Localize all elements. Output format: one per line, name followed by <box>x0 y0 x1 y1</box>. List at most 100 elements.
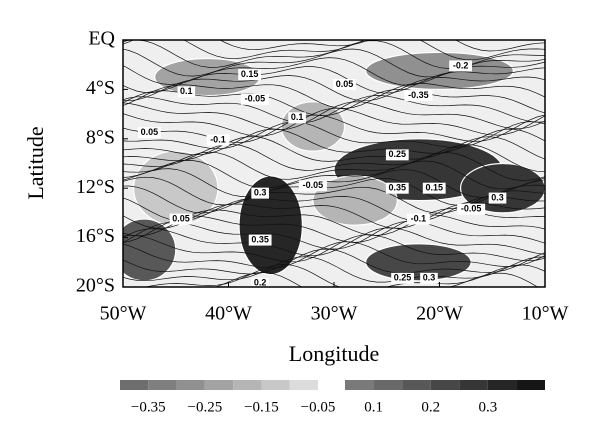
contour-label-box <box>251 187 269 199</box>
colorbar-tick-label: −0.15 <box>244 399 279 415</box>
contour-label-box <box>137 127 161 139</box>
contour-label: 0.05 <box>172 213 190 223</box>
contour-label: 0.05 <box>336 79 354 89</box>
contour-label: -0.35 <box>408 90 429 100</box>
contour-label-box <box>488 192 507 204</box>
colorbar-tick-label: −0.35 <box>131 399 166 415</box>
streamline <box>214 272 539 287</box>
contour-region <box>365 51 514 90</box>
colorbar-box <box>204 380 234 390</box>
x-tick-label: 50°W <box>100 303 147 325</box>
streamline <box>123 121 545 150</box>
contour-label: 0.3 <box>491 192 504 202</box>
colorbar-box <box>120 380 149 390</box>
streamline <box>123 160 545 190</box>
colorbar-box <box>487 380 517 390</box>
streamline <box>123 176 545 206</box>
streamline <box>123 234 545 263</box>
contour-label: 0.2 <box>254 278 267 288</box>
contour-label: -0.1 <box>411 213 427 223</box>
streamlines <box>123 40 545 287</box>
contour-label: 0.15 <box>241 69 259 79</box>
contour-label-box <box>333 78 356 90</box>
colorbar-box <box>516 380 545 390</box>
contour-label: 0.25 <box>394 273 412 283</box>
streamline <box>123 75 545 102</box>
colorbar-tick-label: 0.3 <box>478 399 497 415</box>
y-tick-label: 20°S <box>76 275 115 297</box>
streamline <box>123 95 545 124</box>
colorbar-box <box>261 380 290 390</box>
contour-label-box <box>391 272 414 284</box>
contour-label-box <box>298 180 327 192</box>
colorbar-box <box>289 380 318 390</box>
contour-label: -0.05 <box>245 94 266 104</box>
contour-label: 0.35 <box>389 183 407 193</box>
streamline <box>143 264 545 287</box>
colorbar-box <box>148 380 177 390</box>
contour-label: 0.15 <box>425 183 443 193</box>
contour-label: 0.35 <box>251 234 269 244</box>
streamline <box>123 143 545 173</box>
contour-label: 0.25 <box>389 149 407 159</box>
colorbar-tick-label: 0.1 <box>364 399 383 415</box>
streamline <box>123 248 545 275</box>
contour-label: 0.3 <box>254 188 267 198</box>
y-tick-label: 16°S <box>76 225 115 247</box>
y-tick-label: 8°S <box>86 126 115 148</box>
contour-label: -0.05 <box>303 180 324 190</box>
streamline <box>123 185 545 214</box>
y-tick-label: 4°S <box>86 77 115 99</box>
colorbar-tick-label: 0.2 <box>421 399 440 415</box>
streamline <box>123 241 545 269</box>
streamline <box>123 40 545 61</box>
y-tick-label: 12°S <box>76 176 115 198</box>
x-tick-label: 40°W <box>205 303 252 325</box>
streamline <box>123 107 545 137</box>
contour-label-box <box>420 272 438 284</box>
contour-label-box <box>288 112 306 124</box>
contour-label-box <box>238 69 261 81</box>
contour-label-box <box>449 60 472 72</box>
contour-label-box <box>206 134 230 146</box>
contour-label-box <box>385 182 409 194</box>
colorbar-box <box>430 380 460 390</box>
contour-label: -0.05 <box>461 204 482 214</box>
contour-label-box <box>407 213 430 225</box>
streamline <box>123 40 545 69</box>
streamline <box>123 168 545 198</box>
streamline <box>123 66 545 94</box>
contour-label-box <box>240 93 269 105</box>
streamline <box>123 82 545 109</box>
streamline <box>123 227 545 257</box>
x-axis-title: Longitude <box>289 341 379 366</box>
contour-label-box <box>385 149 409 161</box>
y-tick-label: EQ <box>88 28 115 50</box>
x-tick-label: 20°W <box>416 303 463 325</box>
colorbar-box <box>373 380 403 390</box>
contour-label-box <box>457 203 486 215</box>
streamline <box>123 114 545 143</box>
contour-label: -0.1 <box>210 134 226 144</box>
contour-label-box <box>404 90 433 102</box>
contour-label-box <box>169 213 193 225</box>
colorbar-box <box>233 380 262 390</box>
x-tick-label: 10°W <box>522 303 569 325</box>
colorbar-tick-label: −0.05 <box>301 399 336 415</box>
colorbar-box <box>459 380 488 390</box>
contour-labels: 0.1 0.15 0.05 -0.1 -0.05 0.1 0.05 -0.35 0.25 0.35… <box>137 60 507 289</box>
colorbar-tick-label: −0.25 <box>187 399 222 415</box>
contour-label: 0.3 <box>423 273 436 283</box>
streamline <box>123 48 545 78</box>
contour-label-box <box>251 277 269 289</box>
streamline <box>123 151 545 181</box>
contour-label: 0.1 <box>291 112 304 122</box>
contour-label-box <box>248 234 272 246</box>
streamline <box>123 40 545 52</box>
contour-region <box>365 243 472 282</box>
colorbar-box <box>176 380 205 390</box>
contour-label-box <box>177 86 196 98</box>
y-axis-title: Latitude <box>23 126 48 199</box>
contour-label: 0.05 <box>141 127 159 137</box>
